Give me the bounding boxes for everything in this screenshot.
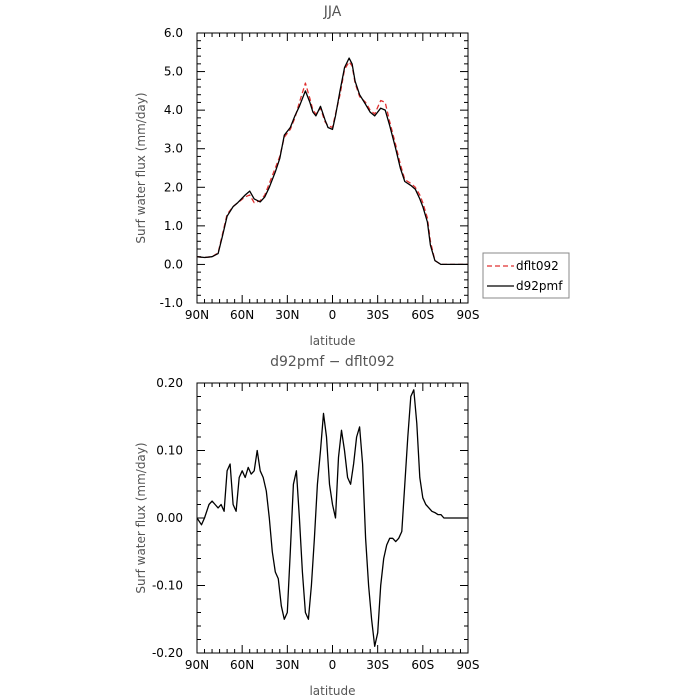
x-tick-label: 60N bbox=[230, 658, 254, 672]
y-tick-label: 4.0 bbox=[164, 103, 183, 117]
x-tick-label: 0 bbox=[329, 308, 337, 322]
x-tick-label: 30N bbox=[275, 308, 299, 322]
y-tick-label: 2.0 bbox=[164, 180, 183, 194]
legend: dflt092 d92pmf bbox=[482, 252, 570, 299]
y-tick-label: 0.0 bbox=[164, 257, 183, 271]
y-tick-label: 0.10 bbox=[156, 444, 183, 458]
panel-top-plot: 90N 60N 30N 0 30S 60S 90S -1.0 0.0 1.0 2.0 3.0 4.0 5.… bbox=[134, 4, 479, 348]
plot-frame bbox=[196, 382, 469, 654]
x-tick-label: 90S bbox=[457, 658, 480, 672]
series-line-series0 bbox=[196, 389, 468, 647]
series-line-dflt092 bbox=[196, 61, 468, 266]
y-tick-label: -1.0 bbox=[160, 296, 183, 310]
y-tick-label: -0.10 bbox=[152, 579, 183, 593]
x-tick-label: 30N bbox=[275, 658, 299, 672]
y-tick-label: 0.00 bbox=[156, 511, 183, 525]
x-axis-label: latitude bbox=[309, 334, 355, 348]
x-tick-label: 90S bbox=[457, 308, 480, 322]
x-tick-label: 60N bbox=[230, 308, 254, 322]
x-tick-label: 0 bbox=[329, 658, 337, 672]
chart-title: d92pmf − dflt092 bbox=[270, 354, 395, 370]
legend-label-d92pmf: d92pmf bbox=[516, 279, 563, 293]
y-tick-label: 5.0 bbox=[164, 65, 183, 79]
x-tick-label: 90N bbox=[185, 658, 209, 672]
x-axis-label: latitude bbox=[309, 684, 355, 698]
x-tick-label: 60S bbox=[411, 658, 434, 672]
y-tick-label: 6.0 bbox=[164, 26, 183, 40]
x-tick-label: 60S bbox=[411, 308, 434, 322]
y-tick-label: 3.0 bbox=[164, 142, 183, 156]
legend-box bbox=[482, 252, 570, 299]
y-axis-label: Surf water flux (mm/day) bbox=[134, 92, 148, 243]
y-tick-label: 0.20 bbox=[156, 376, 183, 390]
x-tick-label: 30S bbox=[366, 658, 389, 672]
legend-label-dflt092: dflt092 bbox=[516, 259, 559, 273]
x-tick-label: 90N bbox=[185, 308, 209, 322]
y-tick-label: -0.20 bbox=[152, 646, 183, 660]
chart-title: JJA bbox=[323, 4, 342, 20]
y-tick-label: 1.0 bbox=[164, 219, 183, 233]
plot-frame bbox=[196, 32, 469, 304]
panel-bottom-plot: 90N 60N 30N 0 30S 60S 90S -0.20 -0.10 0.00 0.10 0.2… bbox=[134, 354, 479, 698]
y-axis-label: Surf water flux (mm/day) bbox=[134, 442, 148, 593]
x-tick-label: 30S bbox=[366, 308, 389, 322]
series-line-d92pmf bbox=[196, 57, 468, 266]
